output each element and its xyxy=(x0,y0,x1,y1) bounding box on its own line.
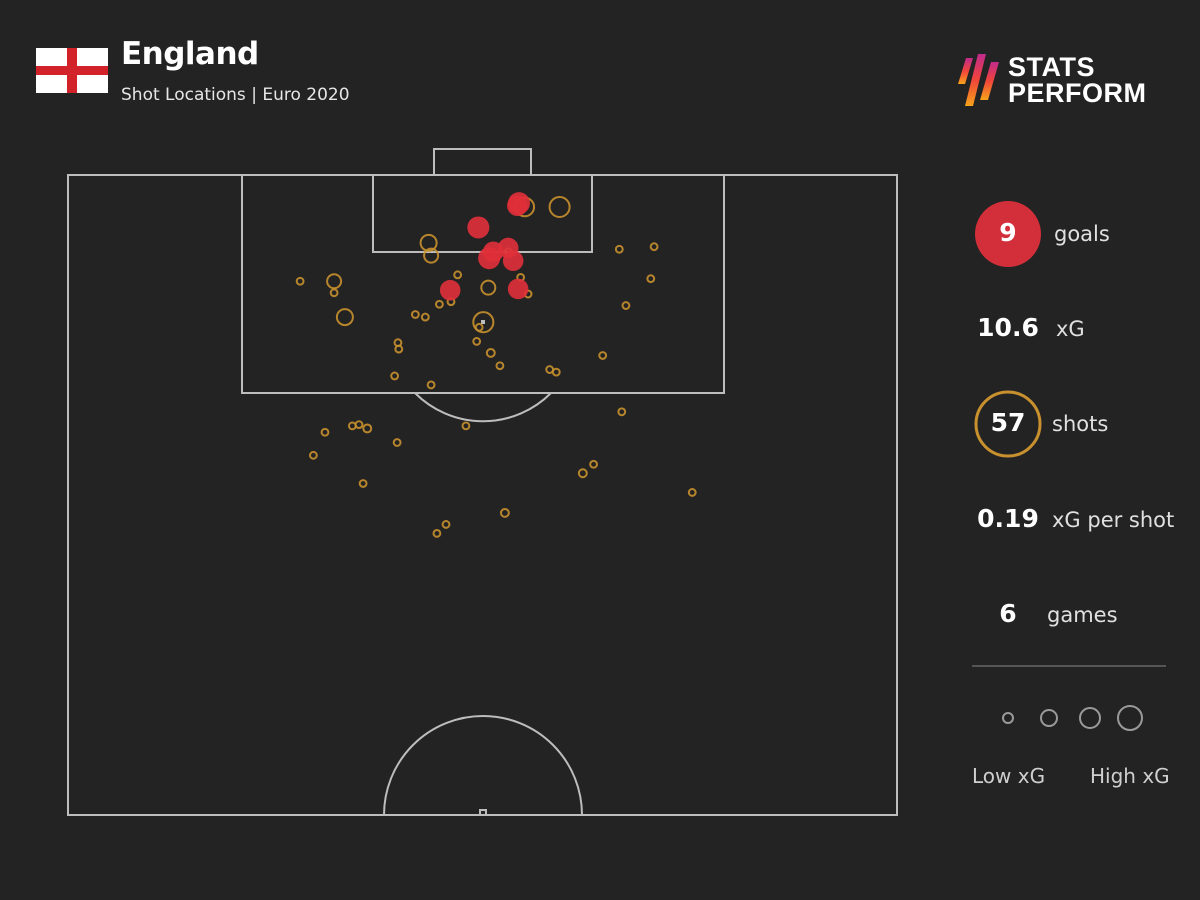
six-yard-box xyxy=(372,174,593,253)
goal-marker xyxy=(467,216,490,239)
shot-marker xyxy=(495,361,505,371)
shot-marker xyxy=(394,344,404,354)
games-label: games xyxy=(1047,603,1118,627)
shot-marker xyxy=(472,336,482,346)
logo-line2: PERFORM xyxy=(1008,78,1147,108)
shot-marker xyxy=(362,423,373,434)
shot-marker xyxy=(358,479,368,488)
shot-marker xyxy=(551,367,561,377)
xg-label: xG xyxy=(1056,317,1085,341)
shot-marker xyxy=(548,195,571,219)
goals-label: goals xyxy=(1054,222,1110,246)
shot-marker xyxy=(480,279,497,296)
page-title: England xyxy=(121,36,259,72)
shot-marker xyxy=(419,233,438,252)
goals-value: 9 xyxy=(999,218,1017,247)
shot-marker xyxy=(329,288,339,298)
goal-marker xyxy=(482,241,504,263)
xg-value: 10.6 xyxy=(977,313,1039,342)
shot-marker xyxy=(335,308,354,327)
xg-size-legend xyxy=(1002,705,1143,731)
shot-marker xyxy=(621,301,631,310)
shot-marker xyxy=(441,520,451,529)
shot-marker xyxy=(472,311,495,334)
center-spot xyxy=(479,809,487,816)
shot-marker xyxy=(410,310,420,319)
shot-marker xyxy=(426,380,436,390)
shot-marker xyxy=(649,242,659,252)
shot-marker xyxy=(320,427,330,437)
logo-line1: STATS xyxy=(1008,52,1095,82)
shot-marker xyxy=(589,459,598,469)
shot-marker xyxy=(308,450,318,460)
shot-marker xyxy=(434,299,444,309)
shots-layer xyxy=(295,192,697,538)
goal-marker xyxy=(502,250,524,272)
shot-marker xyxy=(499,507,510,518)
goal-marker xyxy=(507,195,528,216)
shot-marker xyxy=(354,420,364,430)
shot-marker xyxy=(423,247,440,264)
goals-badge xyxy=(975,201,1041,267)
shot-marker xyxy=(453,270,463,280)
shot-marker xyxy=(577,468,588,479)
xg-per-shot-label: xG per shot xyxy=(1052,508,1175,532)
shot-marker xyxy=(390,371,400,381)
legend-low-label: Low xG xyxy=(972,764,1046,788)
legend-size-circle xyxy=(1040,709,1058,727)
shot-marker xyxy=(598,351,608,360)
center-circle xyxy=(383,715,583,816)
goal-marker xyxy=(507,278,529,300)
legend-size-circle xyxy=(1117,705,1143,731)
shot-marker xyxy=(326,273,343,290)
stats-perform-logo: STATS PERFORM xyxy=(1008,52,1147,108)
goal xyxy=(433,148,532,176)
shot-marker xyxy=(646,274,656,284)
games-value: 6 xyxy=(999,599,1017,628)
penalty-arc xyxy=(414,392,552,423)
shot-marker xyxy=(485,347,496,358)
stats-perform-logo-mark xyxy=(958,54,999,106)
shot-marker xyxy=(461,421,471,431)
shot-marker xyxy=(420,312,430,322)
page-subtitle: Shot Locations | Euro 2020 xyxy=(121,85,350,105)
legend-high-label: High xG xyxy=(1090,764,1170,788)
shot-marker xyxy=(295,276,305,286)
shot-marker xyxy=(432,528,442,538)
goal-marker xyxy=(439,279,461,301)
penalty-box xyxy=(241,174,725,394)
shot-marker xyxy=(614,244,624,254)
shot-marker xyxy=(687,488,697,497)
legend-size-circle xyxy=(1002,712,1014,724)
shots-value: 57 xyxy=(990,408,1026,437)
xg-per-shot-value: 0.19 xyxy=(977,504,1039,533)
pitch-lines xyxy=(67,148,898,816)
england-flag xyxy=(36,48,108,93)
shot-marker xyxy=(617,407,627,417)
pitch-outline xyxy=(67,174,898,816)
shots-badge xyxy=(974,390,1042,458)
shots-label: shots xyxy=(1052,412,1109,436)
shot-marker xyxy=(474,322,484,332)
shot-marker xyxy=(392,438,402,447)
legend-size-circle xyxy=(1079,707,1101,729)
penalty-spot xyxy=(481,320,485,324)
